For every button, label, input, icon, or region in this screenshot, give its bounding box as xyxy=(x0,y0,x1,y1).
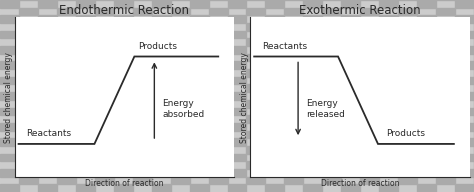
X-axis label: Direction of reaction: Direction of reaction xyxy=(85,179,164,188)
Text: Products: Products xyxy=(138,42,177,51)
Title: Endothermic Reaction: Endothermic Reaction xyxy=(59,4,190,17)
Title: Exothermic Reaction: Exothermic Reaction xyxy=(299,4,421,17)
Y-axis label: Stored chemical energy: Stored chemical energy xyxy=(240,52,249,143)
Text: Energy
absorbed: Energy absorbed xyxy=(162,99,205,119)
Text: Energy
released: Energy released xyxy=(306,99,345,119)
Text: Products: Products xyxy=(386,129,425,138)
Text: Reactants: Reactants xyxy=(262,42,307,51)
Y-axis label: Stored chemical energy: Stored chemical energy xyxy=(4,52,13,143)
X-axis label: Direction of reaction: Direction of reaction xyxy=(321,179,399,188)
Text: Reactants: Reactants xyxy=(27,129,72,138)
